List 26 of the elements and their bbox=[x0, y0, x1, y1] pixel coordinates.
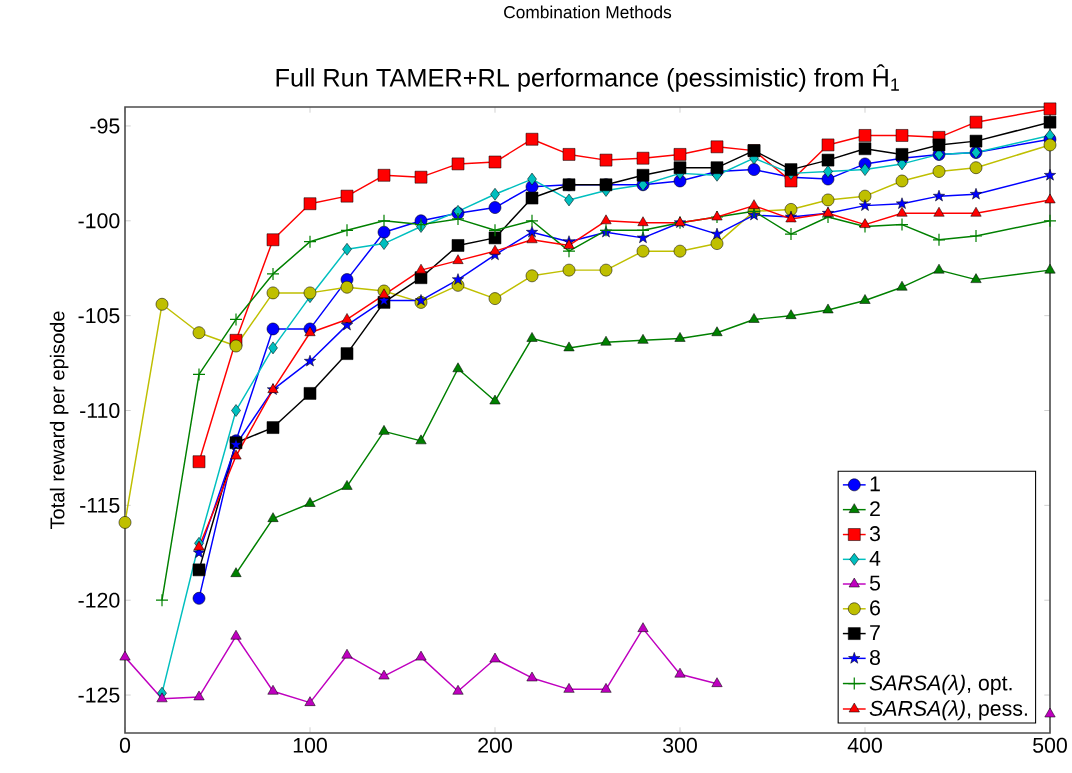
y-tick-label: -100 bbox=[78, 213, 120, 229]
legend-label: SARSA(λ), opt. bbox=[869, 674, 1012, 695]
x-tick-label: 0 bbox=[119, 737, 131, 753]
chart-title: Combination Methods bbox=[504, 5, 672, 19]
y-tick-label: -110 bbox=[80, 402, 120, 419]
x-tick-label: 300 bbox=[663, 737, 697, 753]
legend-label: 6 bbox=[870, 600, 880, 616]
y-tick-label: -120 bbox=[78, 592, 120, 608]
legend-label: 7 bbox=[870, 625, 880, 640]
legend-label: 5 bbox=[869, 575, 881, 591]
x-tick-label: 200 bbox=[478, 737, 512, 753]
legend-label: 1 bbox=[870, 476, 880, 492]
chart-subtitle: Full Run TAMER+RL performance (pessimistic) from Ĥ$_{1}$ bbox=[276, 64, 899, 92]
legend-label: 8 bbox=[869, 649, 880, 666]
y-axis-title: Total reward per episode bbox=[49, 311, 69, 530]
y-tick-label: -115 bbox=[80, 497, 120, 513]
y-tick-label: -95 bbox=[90, 118, 120, 134]
y-tick-label: -125 bbox=[78, 687, 120, 703]
x-tick-label: 400 bbox=[847, 737, 882, 753]
x-tick-label: 100 bbox=[293, 737, 327, 753]
legend-label: 2 bbox=[870, 501, 880, 517]
legend-label: SARSA(λ), pess. bbox=[869, 700, 1027, 721]
y-tick-label: -105 bbox=[78, 308, 120, 324]
x-tick-label: 500 bbox=[1033, 737, 1067, 753]
legend-label: 4 bbox=[869, 550, 881, 566]
legend-label: 3 bbox=[869, 526, 880, 542]
